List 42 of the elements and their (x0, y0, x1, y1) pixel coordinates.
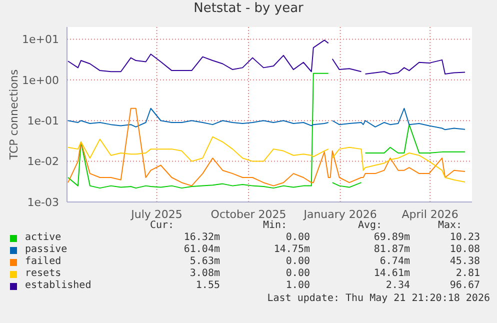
text: Last update: Thu May 21 21:20:18 2026 (266, 293, 490, 304)
text: 69.89m (372, 232, 411, 244)
x-tick-label: April 2026 (402, 208, 458, 221)
legend-label: established (24, 280, 92, 292)
x-tick-label: October 2025 (210, 208, 286, 221)
text: 5.63m (188, 256, 221, 268)
y-tick-label: 1e-03 (27, 196, 59, 209)
text: 14.61m (372, 268, 411, 280)
text: 45.38 (448, 256, 480, 268)
text: 96.67 (448, 280, 480, 292)
text: 0.00 (284, 256, 311, 268)
text: 1.00 (284, 280, 311, 292)
x-tick-label: July 2025 (130, 208, 182, 221)
y-tick-label: 1e+01 (22, 33, 59, 46)
text: 0.00 (284, 268, 311, 280)
legend-label: active (24, 232, 62, 244)
text: 14.75m (272, 244, 311, 256)
legend-label: passive (24, 244, 68, 256)
text: 16.32m (182, 232, 221, 244)
text: 2.34 (384, 280, 411, 292)
line-series (68, 108, 466, 186)
y-tick-label: 1e-01 (27, 114, 59, 128)
text: Max: (436, 220, 464, 232)
y-tick-label: 1e+00 (22, 74, 59, 87)
legend-label: failed (24, 256, 62, 268)
text: 81.87m (372, 244, 411, 256)
legend-label: resets (24, 268, 62, 280)
text: 3.08m (188, 268, 221, 280)
text: 10.23 (448, 232, 480, 244)
text: 1.55 (194, 280, 221, 292)
x-tick-label: January 2026 (302, 208, 377, 221)
text: Avg: (356, 220, 384, 232)
y-axis-title: TCP connections (8, 69, 20, 161)
text: Min: (262, 220, 288, 232)
text: 6.74m (378, 256, 411, 268)
text: 61.04m (182, 244, 221, 256)
text: 0.00 (284, 232, 311, 244)
chart-title: Netstat - by year (192, 1, 304, 16)
text: 10.08 (448, 244, 480, 256)
text: 2.81 (454, 268, 480, 280)
text: Cur: (150, 220, 176, 232)
y-tick-label: 1e-02 (27, 155, 59, 168)
